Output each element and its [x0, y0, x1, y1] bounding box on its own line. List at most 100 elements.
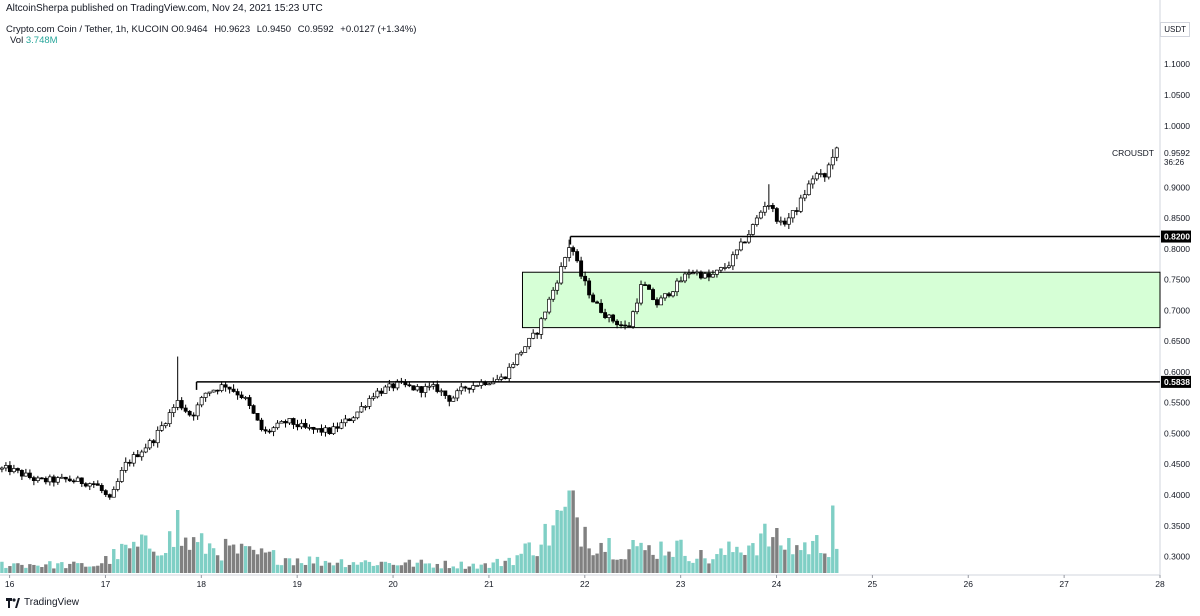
volume-bar [607, 538, 611, 573]
candle-body [599, 302, 604, 313]
volume-bar [28, 564, 32, 573]
candle-body [651, 289, 655, 300]
volume-bar [763, 523, 767, 573]
candle-body [111, 489, 116, 498]
candle-body [255, 413, 260, 421]
volume-bar [231, 544, 236, 573]
volume-bar [819, 553, 823, 573]
volume-bar [431, 567, 436, 573]
volume-bar [691, 562, 695, 573]
volume-bar [635, 546, 639, 573]
candle-body [375, 390, 380, 398]
volume-bar [455, 568, 459, 573]
candle-body [734, 249, 739, 256]
volume-bar [279, 565, 284, 573]
volume-bar [20, 564, 24, 573]
candle-body [659, 297, 663, 306]
x-tick-label: 21 [484, 579, 494, 589]
volume-bar [779, 545, 783, 573]
candle-body [187, 410, 192, 416]
candle-body [655, 299, 659, 306]
volume-bar [199, 533, 204, 573]
volume-bar [699, 550, 703, 573]
candle-body [11, 468, 16, 473]
x-tick-label: 22 [580, 579, 590, 589]
candle-body [611, 314, 616, 322]
candle-body [203, 392, 208, 398]
volume-bar [68, 563, 72, 573]
volume-bar [483, 563, 487, 573]
y-tick-label: 0.9000 [1164, 182, 1190, 192]
y-tick-label: 1.0000 [1164, 121, 1190, 131]
candle-body [770, 205, 775, 209]
volume-bar [128, 548, 132, 573]
volume-bar [503, 560, 507, 573]
volume-bar [459, 561, 463, 573]
candle-body [451, 397, 456, 402]
supply-demand-zone [521, 271, 1161, 329]
candle-body [343, 418, 348, 424]
candle-body [95, 483, 100, 486]
candle-body [706, 273, 711, 278]
candle-body [679, 280, 683, 283]
candle-body [51, 476, 56, 483]
candle-body [687, 272, 691, 275]
volume-bar [411, 566, 416, 573]
volume-bar [463, 568, 467, 573]
volume-bar [783, 549, 787, 573]
candle-body [363, 406, 368, 408]
volume-bar [407, 559, 412, 573]
volume-bar [299, 563, 304, 573]
volume-bar [56, 563, 60, 573]
candle-body [571, 247, 576, 252]
volume-bar [539, 544, 543, 573]
volume-bar [743, 554, 747, 573]
volume-bar [363, 560, 368, 573]
candle-body [567, 247, 572, 258]
candle-body [623, 324, 628, 327]
volume-bar [827, 557, 831, 573]
candle-body [471, 385, 476, 390]
candle-body [147, 440, 152, 449]
close-value: C0.9592 [297, 24, 334, 35]
volume-bar [84, 566, 88, 573]
volume-bar [24, 567, 28, 573]
volume-bar [583, 526, 587, 573]
volume-bar [355, 564, 360, 573]
volume-value: 3.748M [25, 35, 58, 46]
candle-body [714, 269, 719, 275]
currency-button[interactable]: USDT [1160, 22, 1190, 37]
volume-bar [531, 555, 535, 573]
volume-bar [391, 564, 396, 573]
y-tick-label: 0.4000 [1164, 490, 1190, 500]
candle-body [710, 273, 715, 278]
volume-bar [351, 562, 356, 573]
candle-body [135, 454, 140, 458]
volume-bar [615, 559, 619, 573]
candle-body [730, 254, 735, 267]
volume-bar [88, 566, 92, 573]
volume-bar [419, 559, 424, 573]
candle-body [263, 429, 268, 432]
candle-body [27, 472, 32, 478]
candle-body [335, 426, 340, 429]
candle-body [507, 366, 512, 379]
volume-bar [120, 543, 124, 573]
volume-bar [140, 534, 144, 573]
candle-body [631, 311, 635, 327]
candle-body [67, 478, 72, 482]
volume-bar [747, 545, 751, 573]
volume-bar [787, 538, 791, 573]
candle-body [794, 210, 799, 212]
candle-body [415, 386, 420, 391]
candle-body [107, 494, 112, 498]
volume-bar [323, 560, 328, 573]
candle-body [167, 412, 172, 425]
candle-body [371, 396, 376, 399]
x-tick-label: 19 [292, 579, 302, 589]
volume-bar [235, 553, 240, 573]
candle-body [119, 470, 124, 482]
volume-bar [515, 555, 519, 573]
candle-body [7, 465, 12, 473]
